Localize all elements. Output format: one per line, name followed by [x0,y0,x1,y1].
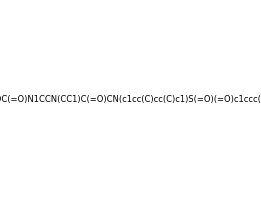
Text: CCOC(=O)N1CCN(CC1)C(=O)CN(c1cc(C)cc(C)c1)S(=O)(=O)c1ccc(C)cc1: CCOC(=O)N1CCN(CC1)C(=O)CN(c1cc(C)cc(C)c1… [0,95,261,104]
